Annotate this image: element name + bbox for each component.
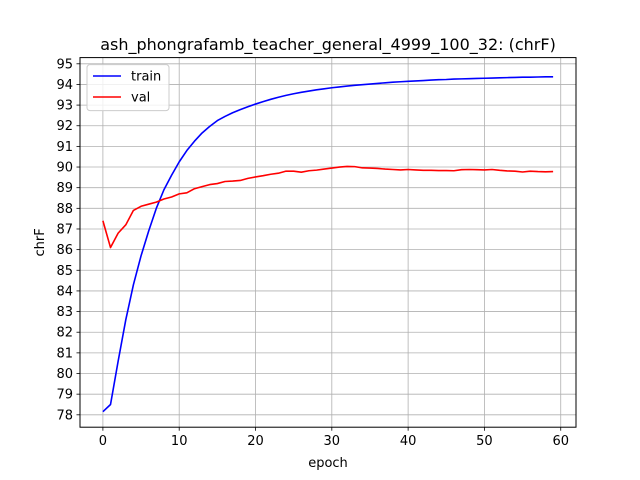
y-axis-label: chrF [33, 228, 48, 256]
x-tick-label: 40 [400, 434, 417, 449]
y-tick-label: 91 [56, 140, 73, 155]
y-tick-label: 84 [56, 284, 73, 299]
plot-lines [102, 76, 554, 413]
legend: train val [86, 64, 170, 112]
y-tick-label: 79 [56, 388, 73, 403]
y-tick-label: 88 [56, 202, 73, 217]
x-ticks: 0 10 20 30 40 50 60 [99, 427, 569, 449]
grid [80, 57, 576, 428]
y-tick-label: 86 [56, 243, 73, 258]
legend-label-train: train [131, 70, 161, 85]
y-tick-label: 87 [56, 222, 73, 237]
y-tick-label: 80 [56, 367, 73, 382]
x-tick-label: 30 [324, 434, 341, 449]
y-tick-label: 89 [56, 181, 73, 196]
plot-frame [79, 57, 577, 428]
x-tick-label: 60 [552, 434, 569, 449]
y-tick-label: 78 [56, 408, 73, 423]
x-tick-label: 0 [99, 434, 107, 449]
y-tick-label: 81 [56, 346, 73, 361]
x-tick-label: 10 [171, 434, 188, 449]
y-ticks: 78 79 80 81 82 83 84 85 86 87 88 89 90 91 92 93 94 95 [56, 57, 80, 423]
x-axis-label: epoch [308, 456, 348, 471]
y-tick-label: 92 [56, 119, 73, 134]
x-tick-label: 20 [247, 434, 264, 449]
x-tick-label: 50 [476, 434, 493, 449]
y-tick-label: 94 [56, 78, 73, 93]
legend-label-val: val [131, 91, 150, 106]
series-line-val [102, 165, 554, 249]
series-line-train [102, 76, 554, 413]
y-tick-label: 83 [56, 305, 73, 320]
y-tick-label: 95 [56, 57, 73, 72]
chart-title: ash_phongrafamb_teacher_general_4999_100… [100, 35, 556, 55]
y-tick-label: 82 [56, 326, 73, 341]
y-tick-label: 93 [56, 99, 73, 114]
y-tick-label: 85 [56, 264, 73, 279]
y-tick-label: 90 [56, 161, 73, 176]
